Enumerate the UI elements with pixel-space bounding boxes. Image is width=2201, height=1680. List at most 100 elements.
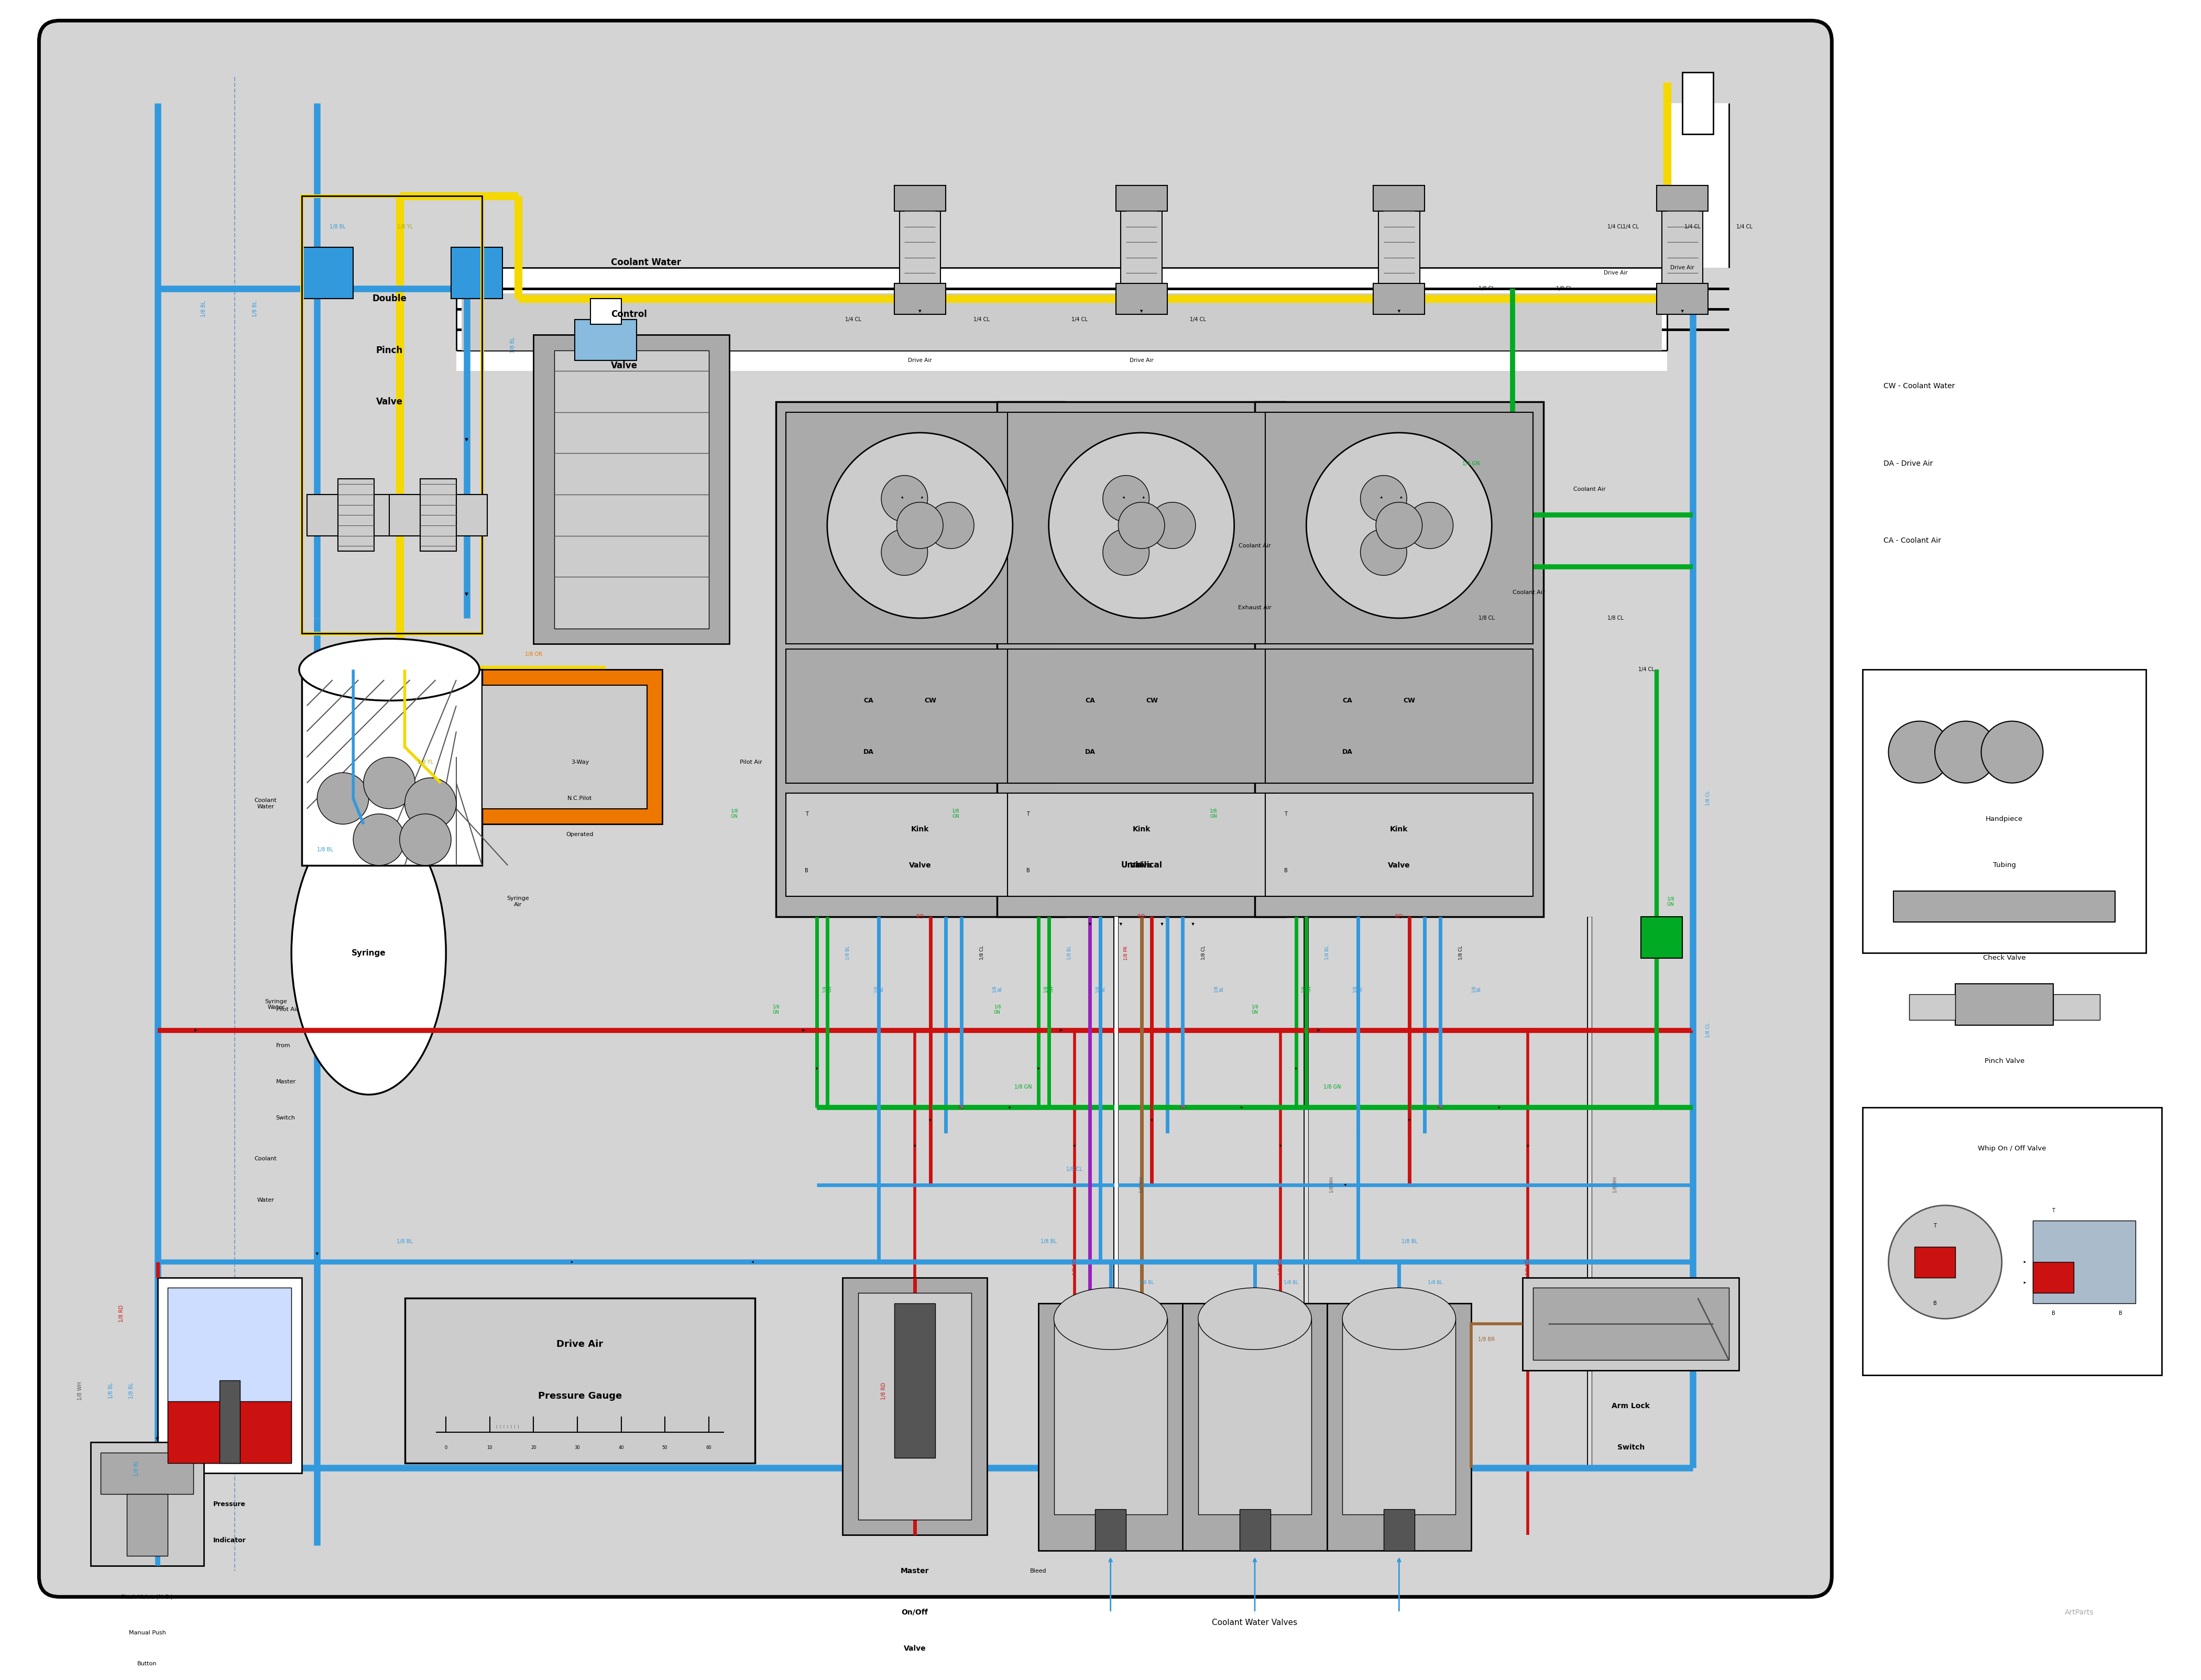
Text: B: B bbox=[1932, 1300, 1937, 1305]
Text: 40: 40 bbox=[618, 1445, 623, 1450]
Text: 1/8
GN: 1/8 GN bbox=[953, 808, 960, 818]
Text: Valve: Valve bbox=[909, 862, 931, 869]
Text: DA: DA bbox=[863, 749, 874, 756]
Text: 1/8 BL: 1/8 BL bbox=[108, 1383, 114, 1399]
Text: 1/8 BL: 1/8 BL bbox=[253, 301, 258, 318]
Circle shape bbox=[1888, 721, 1950, 783]
Bar bbox=[1008, 648, 1274, 783]
Circle shape bbox=[1118, 502, 1164, 549]
Bar bbox=[1908, 995, 1954, 1020]
Text: |  |  |  |  |  |  |: | | | | | | | bbox=[497, 1425, 519, 1428]
Text: RD: RD bbox=[1395, 914, 1402, 919]
Text: Kink: Kink bbox=[1391, 825, 1409, 833]
Bar bbox=[1523, 1277, 1739, 1371]
Bar bbox=[1532, 1289, 1728, 1359]
Bar bbox=[858, 1294, 971, 1520]
Text: 1/8
GN: 1/8 GN bbox=[1250, 1005, 1259, 1015]
Circle shape bbox=[1048, 433, 1235, 618]
Text: CA: CA bbox=[863, 697, 874, 704]
Text: 1/8
GN: 1/8 GN bbox=[773, 1005, 779, 1015]
Text: T: T bbox=[806, 811, 808, 816]
Text: 1/8
GN: 1/8 GN bbox=[1211, 808, 1217, 818]
Text: Coolant
Water: Coolant Water bbox=[255, 798, 277, 810]
Text: 1/8
BL: 1/8 BL bbox=[874, 986, 885, 993]
Circle shape bbox=[927, 502, 975, 549]
Bar bbox=[894, 1304, 935, 1458]
Bar bbox=[1373, 185, 1424, 212]
Text: 1/8
GN: 1/8 GN bbox=[993, 1005, 1001, 1015]
Text: Water: Water bbox=[258, 1198, 275, 1203]
Text: 1/8 BL: 1/8 BL bbox=[134, 1460, 139, 1477]
Bar bbox=[220, 1381, 240, 1463]
Text: 1/8 CL: 1/8 CL bbox=[1479, 286, 1494, 291]
Text: 1/8 BL: 1/8 BL bbox=[317, 847, 332, 852]
Circle shape bbox=[317, 773, 370, 825]
Bar bbox=[533, 334, 729, 643]
Bar bbox=[786, 793, 1054, 897]
Bar bbox=[451, 247, 502, 299]
Text: Valve: Valve bbox=[1389, 862, 1411, 869]
Text: 1/8 WH: 1/8 WH bbox=[1140, 1176, 1145, 1193]
Text: Drive Air: Drive Air bbox=[1129, 358, 1153, 363]
Text: 1/8 RD: 1/8 RD bbox=[119, 1305, 123, 1322]
Bar bbox=[1682, 72, 1712, 134]
Bar bbox=[1239, 1509, 1270, 1551]
FancyBboxPatch shape bbox=[40, 20, 1831, 1598]
Text: 1/8 BL: 1/8 BL bbox=[1428, 1280, 1442, 1285]
Bar bbox=[420, 479, 456, 551]
Text: 1/4 CL: 1/4 CL bbox=[1638, 667, 1655, 672]
Text: Pinch: Pinch bbox=[376, 346, 403, 354]
Bar bbox=[158, 1277, 302, 1473]
Text: Master: Master bbox=[900, 1567, 929, 1574]
Text: 1/8
GN: 1/8 GN bbox=[731, 808, 737, 818]
Text: Handpiece: Handpiece bbox=[1985, 815, 2023, 823]
Bar bbox=[786, 648, 1054, 783]
Text: Valve: Valve bbox=[1131, 862, 1153, 869]
Bar bbox=[302, 247, 352, 299]
Text: 1/8 CL: 1/8 CL bbox=[979, 946, 984, 959]
Text: RD: RD bbox=[916, 914, 924, 919]
Bar bbox=[1662, 207, 1704, 289]
Text: B: B bbox=[1283, 869, 1288, 874]
Text: Coolant Water: Coolant Water bbox=[612, 259, 680, 267]
Text: CW: CW bbox=[1404, 697, 1415, 704]
Text: CA: CA bbox=[1085, 697, 1094, 704]
Bar bbox=[2034, 1221, 2135, 1304]
Circle shape bbox=[352, 813, 405, 865]
Text: Switch: Switch bbox=[275, 1116, 295, 1121]
Bar bbox=[1197, 1319, 1312, 1514]
Bar bbox=[1182, 1304, 1327, 1551]
Text: RD: RD bbox=[957, 1105, 964, 1110]
Circle shape bbox=[1981, 721, 2043, 783]
Circle shape bbox=[1376, 502, 1422, 549]
Text: 1/8 WH: 1/8 WH bbox=[1613, 1176, 1618, 1193]
Text: 30: 30 bbox=[574, 1445, 581, 1450]
Ellipse shape bbox=[1054, 1289, 1167, 1349]
Bar bbox=[1116, 185, 1167, 212]
Text: 1/8
BL: 1/8 BL bbox=[1213, 986, 1224, 993]
Bar bbox=[1008, 793, 1274, 897]
Text: Control: Control bbox=[612, 309, 647, 319]
Circle shape bbox=[828, 433, 1012, 618]
Text: 1/8 BL: 1/8 BL bbox=[330, 223, 346, 228]
Text: 1/4 CL: 1/4 CL bbox=[1622, 223, 1640, 228]
Text: CA: CA bbox=[1343, 697, 1351, 704]
Text: 1/8 YL: 1/8 YL bbox=[418, 759, 434, 764]
Text: 1/8 CL: 1/8 CL bbox=[1556, 286, 1572, 291]
Text: 1/8 CL: 1/8 CL bbox=[1706, 791, 1710, 806]
Text: Pressure Gauge: Pressure Gauge bbox=[537, 1391, 623, 1401]
Text: 1/4 CL: 1/4 CL bbox=[1191, 318, 1206, 323]
Text: RD: RD bbox=[1138, 914, 1145, 919]
Text: RD: RD bbox=[1180, 1105, 1186, 1110]
Text: Coolant Air: Coolant Air bbox=[1512, 590, 1545, 595]
Text: Switch: Switch bbox=[1618, 1443, 1644, 1452]
Text: 1/8 BL: 1/8 BL bbox=[1402, 1238, 1417, 1245]
Text: 1/4 CL: 1/4 CL bbox=[845, 318, 861, 323]
Text: 20: 20 bbox=[530, 1445, 537, 1450]
Text: 1/8 BL: 1/8 BL bbox=[845, 946, 850, 959]
Bar bbox=[1096, 1509, 1127, 1551]
Text: 1/8 GN: 1/8 GN bbox=[1015, 1084, 1032, 1090]
Text: 1/8
BL: 1/8 BL bbox=[1096, 986, 1105, 993]
Text: CW: CW bbox=[924, 697, 935, 704]
Text: 1/8 RD: 1/8 RD bbox=[1279, 1260, 1283, 1275]
